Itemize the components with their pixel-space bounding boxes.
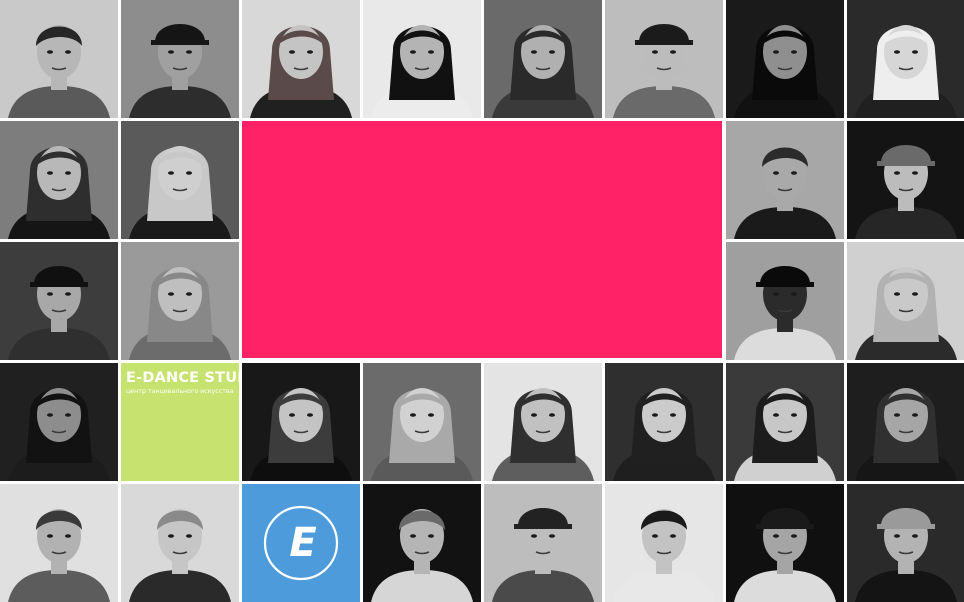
dancer-photo[interactable] bbox=[605, 484, 723, 602]
dancer-photo[interactable] bbox=[0, 363, 118, 481]
dancer-photo[interactable] bbox=[121, 121, 239, 239]
portrait-image bbox=[726, 121, 844, 239]
dancer-photo[interactable] bbox=[0, 242, 118, 360]
portrait-image bbox=[847, 363, 964, 481]
dancer-photo[interactable] bbox=[484, 0, 602, 118]
dancer-photo[interactable] bbox=[847, 121, 964, 239]
dancer-photo[interactable] bbox=[121, 242, 239, 360]
dancer-photo[interactable] bbox=[726, 242, 844, 360]
hero-banner[interactable] bbox=[242, 121, 722, 358]
dancer-photo[interactable] bbox=[0, 484, 118, 602]
dancer-photo[interactable] bbox=[363, 0, 481, 118]
dancer-photo[interactable] bbox=[0, 0, 118, 118]
portrait-image bbox=[242, 363, 360, 481]
dancer-photo[interactable] bbox=[726, 121, 844, 239]
brand-title: E-DANCE STUDIO bbox=[126, 370, 239, 386]
portrait-image bbox=[0, 363, 118, 481]
dancer-photo[interactable] bbox=[847, 242, 964, 360]
portrait-image bbox=[847, 0, 964, 118]
dancer-photo[interactable] bbox=[363, 363, 481, 481]
portrait-image bbox=[484, 484, 602, 602]
brand-tile[interactable]: E-DANCE STUDIO центр танцевального искус… bbox=[121, 363, 239, 481]
e-dance-logo-icon: E bbox=[263, 505, 339, 581]
svg-text:E: E bbox=[289, 520, 316, 566]
dancer-photo[interactable] bbox=[847, 0, 964, 118]
dancer-photo[interactable] bbox=[605, 363, 723, 481]
brand-subtitle: центр танцевального искусства bbox=[126, 388, 234, 395]
portrait-image bbox=[847, 484, 964, 602]
portrait-image bbox=[847, 242, 964, 360]
portrait-image bbox=[605, 484, 723, 602]
dancer-photo[interactable] bbox=[726, 363, 844, 481]
portrait-image bbox=[121, 121, 239, 239]
portrait-image bbox=[726, 242, 844, 360]
portrait-image bbox=[0, 484, 118, 602]
portrait-image bbox=[363, 0, 481, 118]
dancer-photo[interactable] bbox=[484, 363, 602, 481]
portrait-image bbox=[121, 484, 239, 602]
portrait-image bbox=[605, 0, 723, 118]
portrait-image bbox=[121, 0, 239, 118]
portrait-image bbox=[0, 242, 118, 360]
portrait-image bbox=[726, 484, 844, 602]
portrait-image bbox=[242, 0, 360, 118]
portrait-image bbox=[363, 363, 481, 481]
dancer-photo[interactable] bbox=[484, 484, 602, 602]
portrait-image bbox=[484, 363, 602, 481]
portrait-image bbox=[847, 121, 964, 239]
portrait-image bbox=[0, 0, 118, 118]
portrait-image bbox=[0, 121, 118, 239]
dancer-photo[interactable] bbox=[847, 363, 964, 481]
dancer-photo[interactable] bbox=[847, 484, 964, 602]
portrait-image bbox=[726, 363, 844, 481]
dancer-photo[interactable] bbox=[242, 363, 360, 481]
portrait-image bbox=[484, 0, 602, 118]
dancer-photo[interactable] bbox=[121, 0, 239, 118]
dancer-photo[interactable] bbox=[363, 484, 481, 602]
dancer-photo[interactable] bbox=[0, 121, 118, 239]
dancer-photo[interactable] bbox=[726, 0, 844, 118]
dancer-photo[interactable] bbox=[242, 0, 360, 118]
logo-tile[interactable]: E bbox=[242, 484, 360, 602]
portrait-image bbox=[726, 0, 844, 118]
dancer-photo[interactable] bbox=[605, 0, 723, 118]
portrait-image bbox=[605, 363, 723, 481]
dancer-photo[interactable] bbox=[121, 484, 239, 602]
dancer-photo[interactable] bbox=[726, 484, 844, 602]
portrait-image bbox=[363, 484, 481, 602]
portrait-image bbox=[121, 242, 239, 360]
